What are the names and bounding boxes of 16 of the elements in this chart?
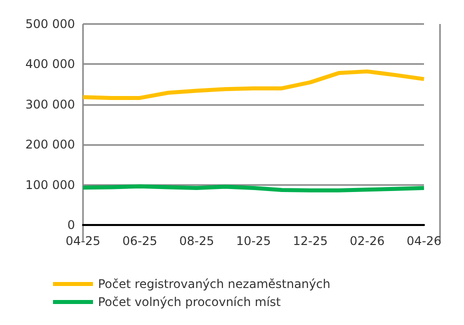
y-tick-label: 300 000: [25, 97, 75, 112]
y-tick-label: 100 000: [25, 178, 75, 192]
line-series: [81, 69, 426, 100]
x-tick-label: 08-25: [179, 234, 214, 248]
x-tick-label: 06-25: [122, 234, 158, 248]
y-tick-label: 400 000: [25, 57, 75, 72]
y-tick-label: 500 000: [25, 17, 75, 31]
x-tick-label: 04-26: [406, 234, 442, 248]
y-tick-label: 200 000: [25, 138, 75, 152]
x-tick-label: 02-26: [350, 234, 385, 248]
y-tick-label: 0: [67, 218, 75, 232]
x-tick-label: 10-25: [236, 234, 271, 248]
x-tick-label: 12-25: [292, 234, 328, 248]
legend-label: Počet registrovaných nezaměstnaných: [98, 277, 330, 291]
x-tick-label: 04-25: [66, 234, 100, 248]
legend-label: Počet volných procovních míst: [98, 295, 282, 309]
